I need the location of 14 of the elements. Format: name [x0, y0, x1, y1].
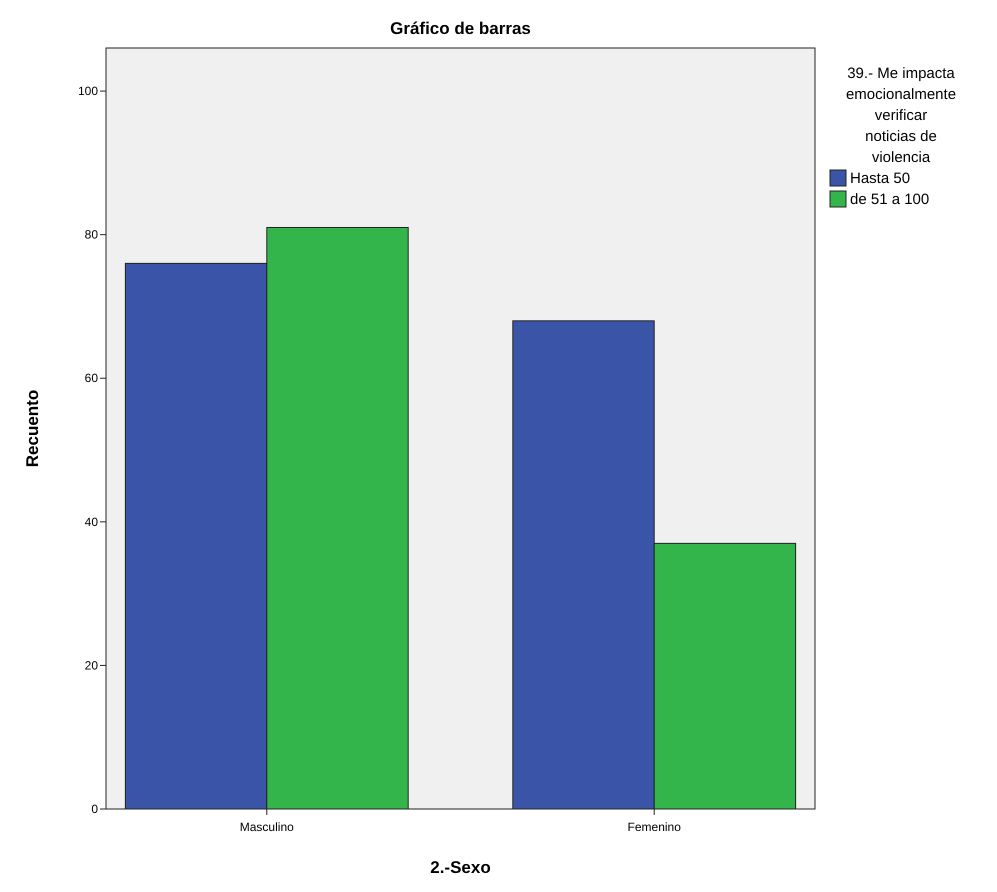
x-tick-label: Femenino: [628, 820, 682, 834]
y-tick-label: 0: [91, 802, 98, 816]
legend-label: Hasta 50: [850, 170, 910, 187]
y-tick-label: 40: [84, 514, 98, 529]
legend-label: de 51 a 100: [850, 191, 930, 208]
x-tick-label: Masculino: [240, 820, 294, 834]
chart-title: Gráfico de barras: [390, 19, 531, 38]
y-axis-title: Recuento: [23, 390, 42, 468]
y-tick-label: 60: [84, 371, 98, 386]
legend-title: 39.- Me impacta emocionalmente verificar noticias de violencia: [846, 65, 956, 166]
y-tick-label: 80: [84, 228, 98, 242]
x-axis-title: 2.-Sexo: [430, 858, 491, 877]
y-tick-label: 100: [78, 84, 98, 98]
y-tick-label: 20: [84, 658, 98, 672]
